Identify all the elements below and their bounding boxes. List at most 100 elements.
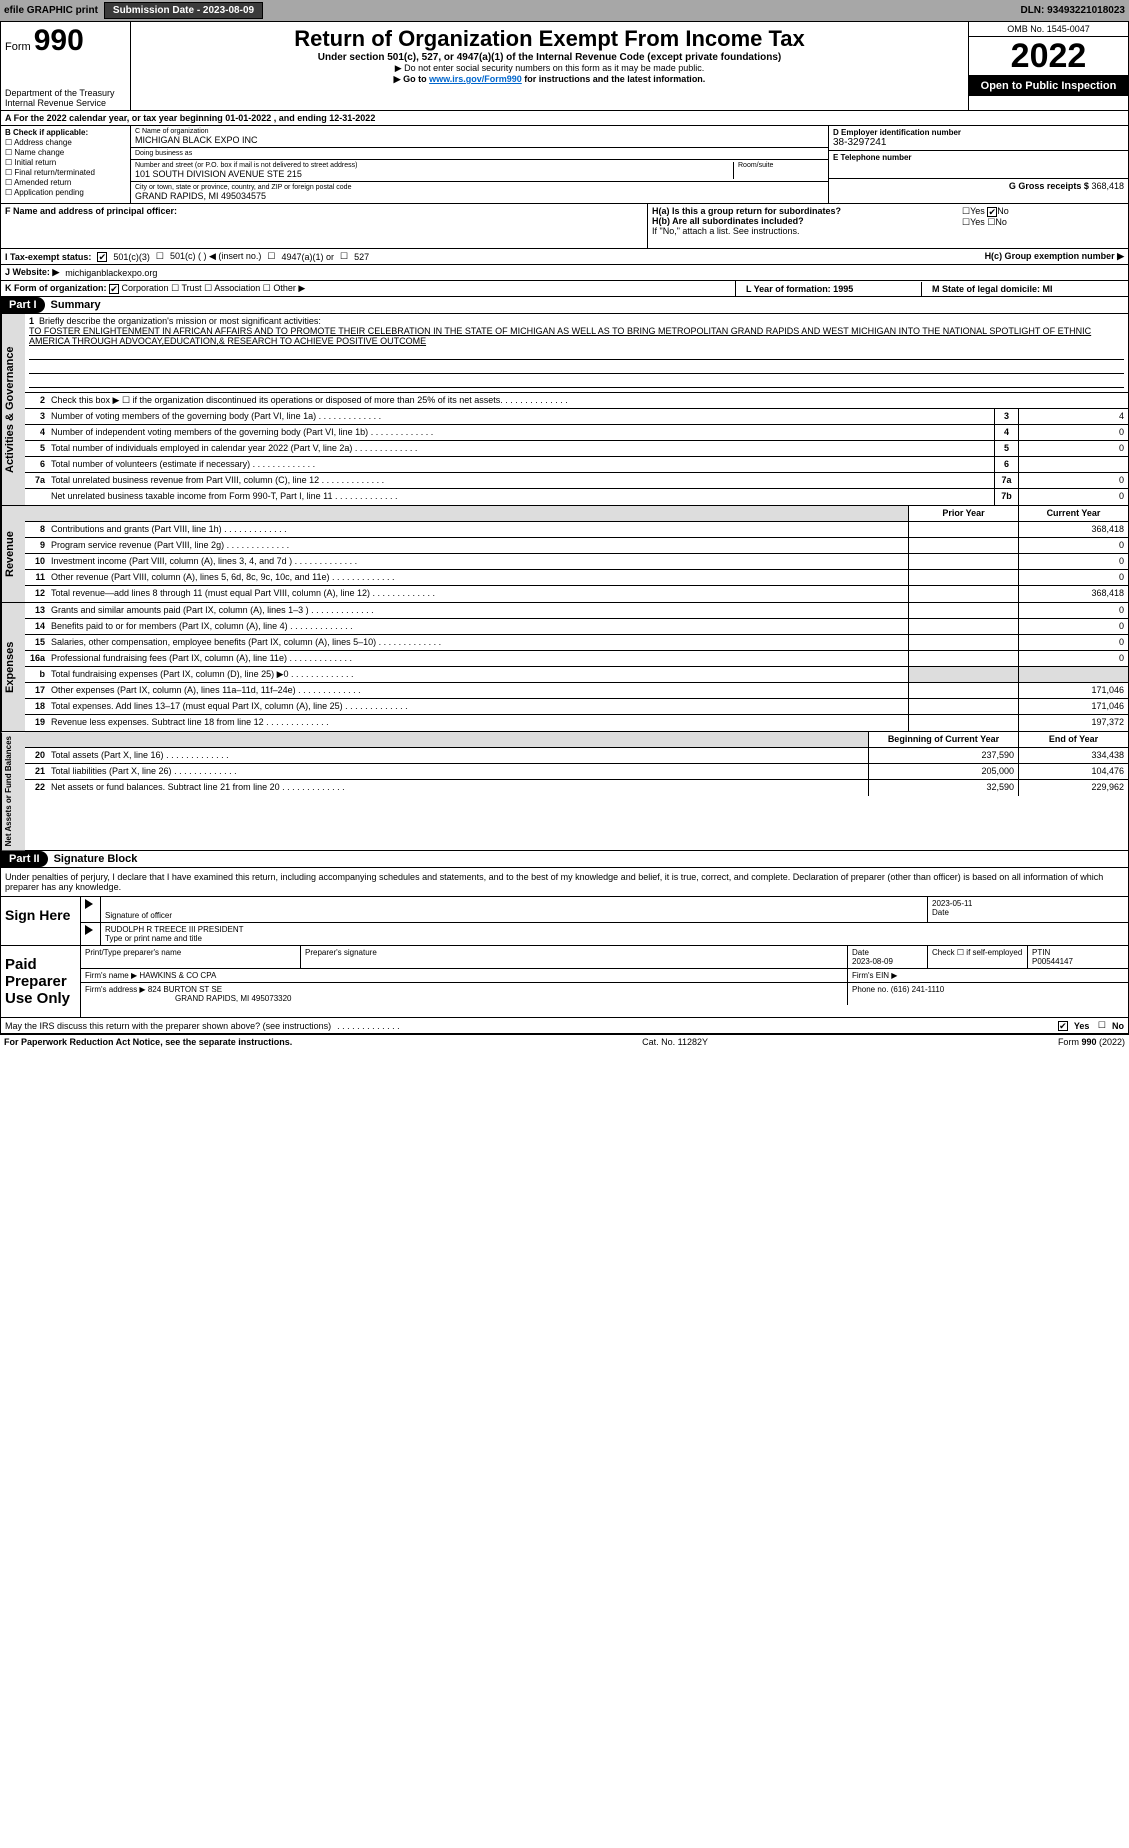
- current-year-hdr: Current Year: [1018, 506, 1128, 521]
- exp-line: 18Total expenses. Add lines 13–17 (must …: [25, 699, 1128, 715]
- firm-name: HAWKINS & CO CPA: [139, 971, 216, 980]
- firm-phone: (616) 241-1110: [891, 985, 945, 994]
- section-netassets: Net Assets or Fund Balances Beginning of…: [0, 732, 1129, 851]
- irs-link[interactable]: www.irs.gov/Form990: [429, 74, 522, 84]
- section-governance: Activities & Governance 1 Briefly descri…: [0, 314, 1129, 506]
- gov-line: 5Total number of individuals employed in…: [25, 441, 1128, 457]
- exp-line: 13Grants and similar amounts paid (Part …: [25, 603, 1128, 619]
- f-lbl: F Name and address of principal officer:: [5, 206, 177, 216]
- rev-line: 11Other revenue (Part VIII, column (A), …: [25, 570, 1128, 586]
- end-year-hdr: End of Year: [1018, 732, 1128, 747]
- row-a-text: A For the 2022 calendar year, or tax yea…: [5, 113, 375, 123]
- website-lbl: J Website: ▶: [5, 267, 59, 278]
- footer-right: Form 990 (2022): [1058, 1037, 1125, 1047]
- corp-checkbox[interactable]: [109, 284, 119, 294]
- prep-date: 2023-08-09: [852, 957, 923, 966]
- prep-name-lbl: Print/Type preparer's name: [81, 946, 301, 968]
- rev-line: 12Total revenue—add lines 8 through 11 (…: [25, 586, 1128, 602]
- chk-initial[interactable]: ☐ Initial return: [5, 158, 126, 167]
- row-k: K Form of organization: Corporation ☐ Tr…: [0, 281, 1129, 297]
- part1-title: Summary: [45, 299, 101, 311]
- row-fh: F Name and address of principal officer:…: [0, 204, 1129, 249]
- form-title: Return of Organization Exempt From Incom…: [135, 26, 964, 52]
- discuss-text: May the IRS discuss this return with the…: [5, 1021, 331, 1031]
- paid-lbl: Paid Preparer Use Only: [1, 946, 81, 1017]
- irs-label: Internal Revenue Service: [5, 98, 126, 108]
- hb-lbl: H(b) Are all subordinates included?: [652, 216, 804, 226]
- form-header: Form 990 Department of the Treasury Inte…: [0, 21, 1129, 111]
- ha-no-checkbox[interactable]: [987, 207, 997, 217]
- paid-preparer-block: Paid Preparer Use Only Print/Type prepar…: [0, 946, 1129, 1018]
- mission-lbl: Briefly describe the organization's miss…: [39, 316, 321, 326]
- omb-number: OMB No. 1545-0047: [969, 22, 1128, 37]
- hc-lbl: H(c) Group exemption number ▶: [985, 251, 1124, 261]
- chk-amended[interactable]: ☐ Amended return: [5, 178, 126, 187]
- section-expenses: Expenses 13Grants and similar amounts pa…: [0, 603, 1129, 732]
- exp-line: 19Revenue less expenses. Subtract line 1…: [25, 715, 1128, 731]
- na-line: 20Total assets (Part X, line 16)237,5903…: [25, 748, 1128, 764]
- discuss-yes-checkbox[interactable]: [1058, 1021, 1068, 1031]
- form-header-right: OMB No. 1545-0047 2022 Open to Public In…: [968, 22, 1128, 110]
- form-org-lbl: K Form of organization:: [5, 283, 107, 293]
- exp-line: 14Benefits paid to or for members (Part …: [25, 619, 1128, 635]
- footer-mid: Cat. No. 11282Y: [292, 1037, 1058, 1047]
- part1-header: Part I Summary: [0, 297, 1129, 314]
- na-header: Beginning of Current Year End of Year: [25, 732, 1128, 748]
- street: 101 SOUTH DIVISION AVENUE STE 215: [135, 169, 729, 179]
- vtab-netassets: Net Assets or Fund Balances: [1, 732, 25, 850]
- arrow-icon: [85, 899, 93, 909]
- footer-left: For Paperwork Reduction Act Notice, see …: [4, 1037, 292, 1047]
- gov-line: 3Number of voting members of the governi…: [25, 409, 1128, 425]
- gross-lbl: G Gross receipts $: [1009, 181, 1089, 191]
- ha-lbl: H(a) Is this a group return for subordin…: [652, 206, 841, 216]
- form-note1: ▶ Do not enter social security numbers o…: [135, 63, 964, 74]
- chk-final[interactable]: ☐ Final return/terminated: [5, 168, 126, 177]
- na-line: 21Total liabilities (Part X, line 26)205…: [25, 764, 1128, 780]
- gov-line: 4Number of independent voting members of…: [25, 425, 1128, 441]
- gross-val: 368,418: [1091, 181, 1124, 191]
- sign-here-block: Sign Here Signature of officer 2023-05-1…: [0, 897, 1129, 946]
- tax-year: 2022: [969, 37, 1128, 76]
- ptin: P00544147: [1032, 957, 1124, 966]
- ein: 38-3297241: [833, 137, 1124, 148]
- chk-address[interactable]: ☐ Address change: [5, 138, 126, 147]
- grid-bcd: B Check if applicable: ☐ Address change …: [0, 126, 1129, 204]
- street-lbl: Number and street (or P.O. box if mail i…: [135, 162, 729, 169]
- city: GRAND RAPIDS, MI 495034575: [135, 191, 824, 201]
- name-lbl: C Name of organization: [135, 128, 824, 135]
- row-i: I Tax-exempt status: 501(c)(3) ☐ 501(c) …: [0, 249, 1129, 265]
- chk-pending[interactable]: ☐ Application pending: [5, 188, 126, 197]
- part1-num: Part I: [1, 297, 45, 313]
- submission-date-button[interactable]: Submission Date - 2023-08-09: [104, 2, 263, 19]
- footer: For Paperwork Reduction Act Notice, see …: [0, 1034, 1129, 1049]
- form-header-left: Form 990 Department of the Treasury Inte…: [1, 22, 131, 110]
- tax-status-lbl: I Tax-exempt status:: [5, 252, 91, 262]
- 501c3-checkbox[interactable]: [97, 252, 107, 262]
- open-public-badge: Open to Public Inspection: [969, 76, 1128, 96]
- firm-addr: 824 BURTON ST SE: [148, 985, 222, 994]
- na-line: 22Net assets or fund balances. Subtract …: [25, 780, 1128, 796]
- hb-note: If "No," attach a list. See instructions…: [652, 226, 954, 236]
- city-lbl: City or town, state or province, country…: [135, 184, 824, 191]
- section-revenue: Revenue Prior Year Current Year 8Contrib…: [0, 506, 1129, 603]
- mission-block: 1 Briefly describe the organization's mi…: [25, 314, 1128, 393]
- col-b: B Check if applicable: ☐ Address change …: [1, 126, 131, 203]
- h-cell: H(a) Is this a group return for subordin…: [648, 204, 958, 248]
- discuss-row: May the IRS discuss this return with the…: [0, 1018, 1129, 1034]
- chk-name[interactable]: ☐ Name change: [5, 148, 126, 157]
- form-number: 990: [34, 24, 84, 57]
- note2-post: for instructions and the latest informat…: [522, 74, 706, 84]
- mission-text: TO FOSTER ENLIGHTENMENT IN AFRICAN AFFAI…: [29, 326, 1091, 346]
- vtab-expenses: Expenses: [1, 603, 25, 731]
- topbar: efile GRAPHIC print Submission Date - 20…: [0, 0, 1129, 21]
- dba-lbl: Doing business as: [135, 150, 824, 157]
- gov-line: 7aTotal unrelated business revenue from …: [25, 473, 1128, 489]
- ein-lbl: D Employer identification number: [833, 128, 1124, 137]
- dln-label: DLN: 93493221018023: [1020, 5, 1125, 16]
- part2-title: Signature Block: [48, 853, 138, 865]
- gov-line: Net unrelated business taxable income fr…: [25, 489, 1128, 505]
- part2-num: Part II: [1, 851, 48, 867]
- dept-label: Department of the Treasury: [5, 88, 126, 98]
- exp-line: 17Other expenses (Part IX, column (A), l…: [25, 683, 1128, 699]
- gov-line: 6Total number of volunteers (estimate if…: [25, 457, 1128, 473]
